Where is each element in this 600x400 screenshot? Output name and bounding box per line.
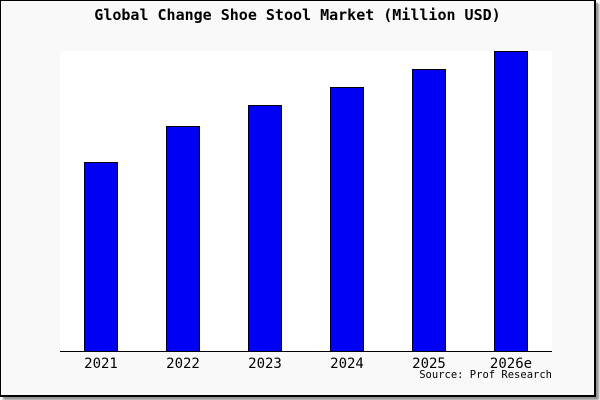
bar-2026e xyxy=(494,51,528,351)
bar-2024 xyxy=(330,87,364,351)
x-axis-label-2026e: 2026e xyxy=(489,356,533,372)
plot-area xyxy=(60,51,552,352)
x-axis-label-2022: 2022 xyxy=(166,356,200,372)
x-axis-label-2024: 2024 xyxy=(330,356,364,372)
x-axis-label-2023: 2023 xyxy=(248,356,282,372)
chart-title: Global Change Shoe Stool Market (Million… xyxy=(94,6,501,24)
x-axis-label-2025: 2025 xyxy=(412,356,446,372)
bar-2022 xyxy=(166,126,200,351)
bar-2021 xyxy=(84,162,118,351)
x-axis-label-2021: 2021 xyxy=(84,356,118,372)
bar-2025 xyxy=(412,69,446,351)
bar-2023 xyxy=(248,105,282,351)
source-note: Source: Prof Research xyxy=(419,369,552,381)
